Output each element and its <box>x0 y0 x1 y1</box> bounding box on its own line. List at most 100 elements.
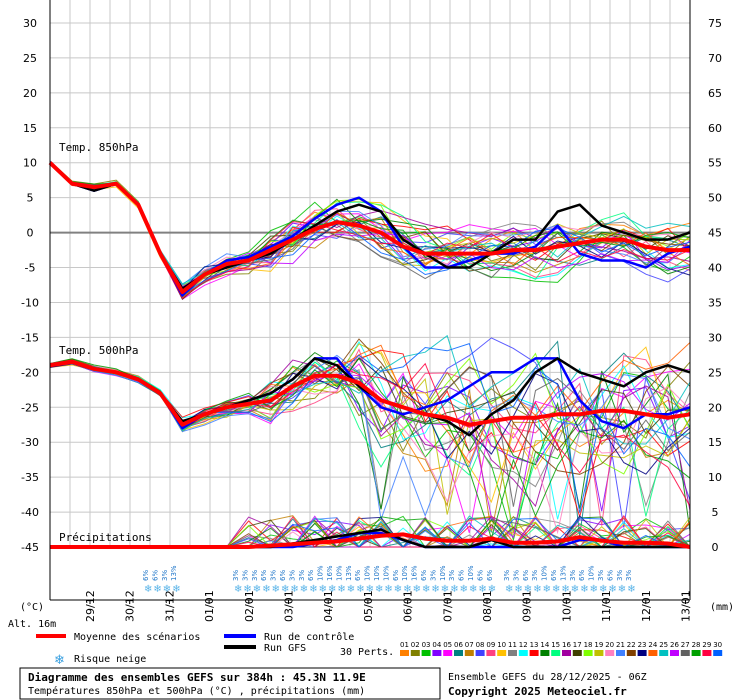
snowflake-icon: ❄ <box>319 584 327 595</box>
chart-subtitle: Températures 850hPa et 500hPa (°C) , pré… <box>28 685 365 697</box>
snowflake-icon: ❄ <box>571 584 579 595</box>
snow-risk-pct: 13% <box>559 565 567 581</box>
pert-swatch <box>432 650 442 656</box>
snow-risk-pct: 3% <box>288 570 296 581</box>
y-tick-label-right: 15 <box>708 436 722 449</box>
pert-swatch <box>529 650 539 656</box>
pert-swatch <box>583 650 593 656</box>
snowflake-icon: ❄ <box>599 584 607 595</box>
y-tick-label-left: -15 <box>21 331 39 344</box>
pert-swatch <box>443 650 453 656</box>
pert-swatch <box>551 650 561 656</box>
snowflake-icon: ❄ <box>337 584 345 595</box>
pert-swatch <box>691 650 701 656</box>
y-tick-label-right: 10 <box>708 471 722 484</box>
pert-swatch <box>518 650 528 656</box>
snowflake-icon: ❄ <box>290 584 298 595</box>
y-tick-label-right: 60 <box>708 122 722 135</box>
snow-risk-pct: 10% <box>317 565 325 581</box>
snow-risk-pct: 13% <box>170 565 178 581</box>
pert-swatch <box>572 650 582 656</box>
snow-risk-pct: 6% <box>151 570 159 581</box>
snowflake-icon: ❄ <box>243 584 251 595</box>
pert-swatch <box>421 650 431 656</box>
snowflake-icon: ❄ <box>375 584 383 595</box>
snowflake-icon: ❄ <box>590 584 598 595</box>
pert-swatch <box>540 650 550 656</box>
pert-swatch <box>410 650 420 656</box>
snowflake-icon: ❄ <box>552 584 560 595</box>
y-tick-label-left: -25 <box>21 401 39 414</box>
y-tick-label-right: 50 <box>708 192 722 205</box>
pert-swatch <box>562 650 571 656</box>
perts-legend: 01 02 03 04 05 06 07 08 09 10 11 12 13 14 15 16 17 18 19 20… <box>400 641 723 656</box>
snowflake-icon: ❄ <box>172 584 180 595</box>
pert-swatch <box>605 650 615 656</box>
snowflake-icon: ❄ <box>54 653 65 668</box>
snowflake-icon: ❄ <box>163 584 171 595</box>
pert-number: 07 <box>465 641 474 649</box>
snowflake-icon: ❄ <box>627 584 635 595</box>
pert-number: 05 <box>443 641 452 649</box>
snowflake-icon: ❄ <box>328 584 336 595</box>
snowflake-icon: ❄ <box>533 584 541 595</box>
pert-number: 15 <box>551 641 560 649</box>
snowflake-icon: ❄ <box>422 584 430 595</box>
pert-number: 22 <box>627 641 636 649</box>
pert-swatch <box>713 650 723 656</box>
run-info: Ensemble GEFS du 28/12/2025 - 06Z <box>448 672 647 683</box>
main-series <box>48 161 691 549</box>
y-tick-label-right: 20 <box>708 401 722 414</box>
y-tick-label-left: 5 <box>27 192 34 205</box>
series-line-0-t850 <box>48 161 690 294</box>
snow-risk-row: 6%❄6%❄3%❄13%❄3%❄3%❄3%❄6%❄3%❄6%❄3%❄3%❄6%❄… <box>142 565 636 595</box>
snowflake-icon: ❄ <box>300 584 308 595</box>
y-tick-label-right: 40 <box>708 262 722 275</box>
y-tick-label-right: 5 <box>712 506 719 519</box>
pert-swatch <box>659 650 669 656</box>
y-tick-label-left: 15 <box>23 122 37 135</box>
right-unit: (mm) <box>710 602 734 613</box>
snowflake-icon: ❄ <box>441 584 449 595</box>
y-tick-label-right: 30 <box>708 331 722 344</box>
snowflake-icon: ❄ <box>561 584 569 595</box>
snow-risk-pct: 10% <box>382 565 390 581</box>
snowflake-icon: ❄ <box>450 584 458 595</box>
pert-number: 13 <box>530 641 539 649</box>
snow-risk-pct: 3% <box>625 570 633 581</box>
pert-swatch <box>486 650 496 656</box>
y-tick-label-right: 55 <box>708 157 722 170</box>
pert-swatch <box>670 650 679 656</box>
x-tick-label: 09/01 <box>521 590 534 622</box>
panel-label-precip: Précipitations <box>59 531 152 544</box>
snow-risk-pct: 3% <box>616 570 624 581</box>
pert-number: 01 <box>400 641 409 649</box>
snowflake-icon: ❄ <box>403 584 411 595</box>
pert-number: 16 <box>562 641 571 649</box>
snowflake-icon: ❄ <box>366 584 374 595</box>
chart-title: Diagramme des ensembles GEFS sur 384h : … <box>28 671 366 684</box>
x-tick-label: 11/01 <box>600 590 613 622</box>
pert-number: 25 <box>659 641 668 649</box>
snow-risk-pct: 3% <box>503 570 511 581</box>
pert-swatch <box>475 650 485 656</box>
snow-risk-pct: 3% <box>597 570 605 581</box>
pert-number: 26 <box>670 641 679 649</box>
snowflake-icon: ❄ <box>608 584 616 595</box>
y-tick-label-right: 25 <box>708 366 722 379</box>
series-line-0-t500 <box>49 359 691 427</box>
x-tick-label: 10/01 <box>560 590 573 622</box>
pert-number: 23 <box>638 641 647 649</box>
pert-number: 19 <box>594 641 603 649</box>
snowflake-icon: ❄ <box>488 584 496 595</box>
snow-risk-pct: 3% <box>251 570 259 581</box>
y-tick-label-left: 25 <box>23 52 37 65</box>
y-tick-label-right: 70 <box>708 52 722 65</box>
legend-swatch-mean <box>36 634 66 638</box>
pert-number: 02 <box>411 641 420 649</box>
pert-number: 08 <box>476 641 485 649</box>
snow-risk-pct: 3% <box>512 570 520 581</box>
x-tick-label: 31/12 <box>163 590 176 622</box>
